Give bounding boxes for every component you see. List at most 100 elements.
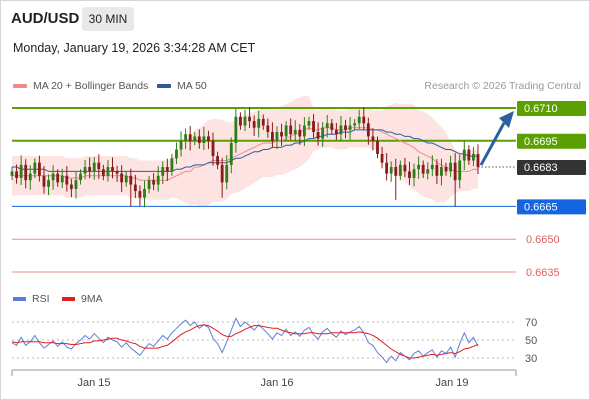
- level-label-0.6665: 0.6665: [524, 201, 558, 213]
- candle-body: [435, 164, 439, 176]
- candle-body: [211, 140, 215, 157]
- candle-body: [138, 191, 142, 198]
- candle-body: [165, 167, 169, 172]
- candle-body: [115, 171, 119, 174]
- candle-body: [421, 164, 425, 174]
- candle-body: [444, 167, 448, 172]
- rsi-ma-swatch: [62, 297, 75, 302]
- candle-body: [92, 162, 96, 172]
- candle-body: [197, 136, 201, 143]
- candle-body: [270, 132, 274, 141]
- ma20-label: MA 20 + Bollinger Bands: [33, 80, 149, 92]
- candle-body: [449, 162, 453, 172]
- symbol-title: AUD/USD: [11, 10, 80, 27]
- candle-body: [33, 162, 37, 174]
- candle-body: [124, 175, 128, 183]
- x-tick-label: Jan 19: [435, 377, 468, 389]
- candle-body: [284, 125, 288, 137]
- rsi-tick-label: 50: [525, 335, 537, 347]
- candle-body: [188, 134, 192, 141]
- candle-body: [234, 116, 238, 143]
- candle-body: [175, 149, 178, 159]
- level-box-0.6683: [517, 160, 586, 176]
- candle-body: [307, 121, 311, 126]
- rsi-line: [11, 317, 479, 364]
- rsi-ma-line: [11, 324, 479, 359]
- candle-body: [83, 167, 87, 174]
- candle-body: [312, 121, 315, 133]
- candle-body: [24, 164, 28, 181]
- candle-body: [193, 136, 197, 141]
- ma20-swatch: [13, 84, 27, 89]
- candle-body: [453, 162, 457, 181]
- candle-body: [426, 169, 430, 174]
- candle-body: [170, 158, 174, 172]
- candle-body: [225, 164, 229, 183]
- rsi-label: RSI: [32, 293, 50, 305]
- candle-body: [120, 173, 124, 183]
- level-box-0.6695: [517, 133, 586, 149]
- candle-body: [248, 116, 251, 122]
- candle-body: [65, 175, 69, 185]
- candle-body: [467, 149, 471, 161]
- candle-body: [147, 180, 151, 189]
- level-box-0.6710: [517, 101, 586, 116]
- candle-body: [207, 136, 210, 141]
- x-tick-label: Jan 16: [260, 377, 293, 389]
- candle-body: [106, 167, 110, 176]
- candle-body: [440, 167, 443, 176]
- timeframe-button[interactable]: 30 MIN: [82, 7, 134, 31]
- level-label-0.6683: 0.6683: [524, 162, 558, 174]
- candle-body: [321, 127, 325, 139]
- rsi-swatch: [13, 297, 26, 302]
- candle-body: [380, 153, 384, 163]
- x-tick-label: Jan 15: [77, 377, 110, 389]
- candle-body: [398, 164, 402, 176]
- ma50-label: MA 50: [177, 80, 207, 92]
- candle-body: [47, 180, 50, 187]
- candle-body: [293, 129, 297, 135]
- candle-body: [143, 188, 146, 198]
- level-label-0.6650: 0.6650: [526, 234, 560, 246]
- candle-body: [111, 167, 114, 172]
- candle-body: [366, 123, 370, 137]
- candle-body: [266, 125, 270, 133]
- candle-body: [430, 164, 434, 170]
- datetime-label: Monday, January 19, 2026 3:34:28 AM CET: [13, 41, 256, 55]
- candle-body: [462, 149, 466, 161]
- candle-body: [458, 160, 462, 181]
- legend-rsi-ma: 9MA: [62, 293, 103, 305]
- candle-body: [385, 162, 389, 174]
- candle-body: [161, 167, 165, 176]
- candle-body: [42, 175, 46, 187]
- candle-body: [330, 123, 334, 130]
- candle-body: [353, 123, 357, 126]
- candle-body: [261, 118, 265, 126]
- candle-body: [156, 175, 160, 185]
- candle-body: [476, 153, 480, 168]
- candle-body: [408, 171, 411, 178]
- rsi-tick-label: 70: [525, 317, 537, 329]
- candle-body: [10, 171, 14, 176]
- research-credit: Research © 2026 Trading Central: [424, 80, 581, 92]
- candle-body: [362, 116, 366, 124]
- candle-body: [56, 173, 60, 183]
- projection-arrowhead: [499, 111, 514, 128]
- candle-body: [74, 180, 78, 189]
- candle-body: [202, 136, 206, 143]
- candle-body: [69, 184, 73, 189]
- candle-body: [302, 125, 306, 137]
- candle-body: [97, 162, 101, 170]
- level-label-0.6710: 0.6710: [524, 103, 558, 115]
- candle-body: [472, 153, 475, 161]
- candle-body: [289, 125, 293, 135]
- bollinger-band: [12, 96, 478, 206]
- candle-body: [152, 180, 156, 185]
- candle-body: [339, 125, 343, 135]
- legend-ma50: MA 50: [157, 80, 207, 92]
- candle-body: [28, 173, 32, 181]
- rsi-ma-label: 9MA: [81, 293, 103, 305]
- candle-body: [389, 167, 393, 174]
- candles: [10, 107, 480, 208]
